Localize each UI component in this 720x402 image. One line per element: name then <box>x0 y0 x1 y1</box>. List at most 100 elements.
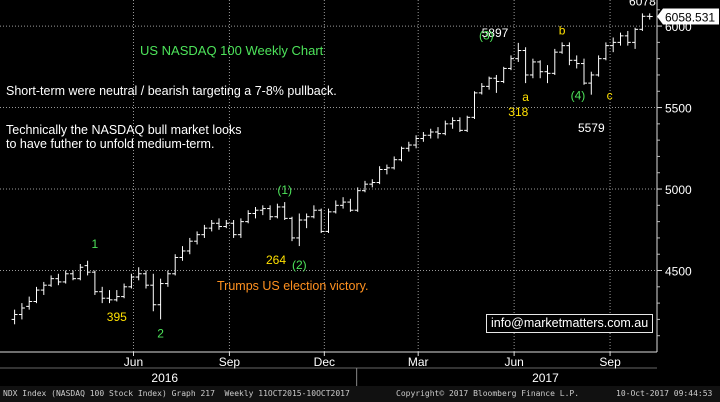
ohlc-bar <box>289 216 295 242</box>
ohlc-bar <box>405 141 412 152</box>
wave-annotation: 5897 <box>482 26 509 40</box>
last-price-label: 6058.531 <box>665 11 715 25</box>
ohlc-bar <box>362 180 368 193</box>
ohlc-bar <box>296 213 303 247</box>
ohlc-bar <box>449 117 456 129</box>
ohlc-bar <box>376 166 383 185</box>
ohlc-bar <box>84 260 91 276</box>
ohlc-bar <box>11 309 18 325</box>
ohlc-bar <box>456 117 463 132</box>
ohlc-bar <box>252 206 259 219</box>
ohlc-bar <box>427 128 434 139</box>
ohlc-bar <box>259 205 266 216</box>
ohlc-bar <box>230 220 237 238</box>
ohlc-bar <box>179 246 186 261</box>
wave-annotation: 395 <box>107 310 127 324</box>
ohlc-bar <box>77 264 84 281</box>
footer-timestamp: 10-Oct-2017 09:44:53 <box>616 389 713 398</box>
ohlc-bar <box>62 270 69 284</box>
ohlc-bar <box>325 208 332 234</box>
ohlc-bar <box>332 200 339 214</box>
ohlc-bar <box>201 224 208 238</box>
ohlc-bar <box>194 231 201 245</box>
ohlc-bar <box>223 220 230 229</box>
ohlc-bar <box>245 210 252 224</box>
ohlc-bar <box>639 13 646 31</box>
wave-annotation: b <box>559 23 566 37</box>
ohlc-bar <box>48 275 55 287</box>
y-tick-label: 5000 <box>665 183 692 197</box>
ohlc-bar <box>471 91 478 119</box>
ohlc-bar <box>646 13 653 20</box>
ohlc-bar <box>398 146 405 162</box>
ohlc-bar <box>40 281 47 295</box>
ohlc-bar <box>99 286 106 304</box>
ohlc-bar <box>113 290 120 302</box>
election-event-label: Trumps US election victory. <box>217 279 369 293</box>
ohlc-bar <box>602 42 609 61</box>
ohlc-bar <box>413 135 420 149</box>
commentary-line-1: Short-term were neutral / bearish target… <box>6 84 337 98</box>
contact-email-box: info@marketmatters.com.au <box>486 314 654 333</box>
ohlc-bar <box>515 42 522 62</box>
ohlc-bar <box>26 296 33 310</box>
ohlc-bar <box>186 237 193 255</box>
ohlc-bar <box>281 202 288 220</box>
ohlc-bar <box>420 132 427 142</box>
wave-annotation: 264 <box>266 253 286 267</box>
ohlc-bar <box>559 42 566 54</box>
ohlc-bar <box>537 60 544 79</box>
ohlc-bar <box>208 220 215 232</box>
ohlc-bar <box>310 205 317 219</box>
wave-annotation: (1) <box>277 183 292 197</box>
x-tick-label: Jun <box>504 355 523 369</box>
ohlc-bar <box>18 303 25 320</box>
ohlc-bar <box>493 74 500 93</box>
ohlc-bar <box>354 187 361 212</box>
ohlc-bar <box>383 164 390 175</box>
ohlc-bar <box>508 55 514 71</box>
ohlc-bar <box>70 270 76 281</box>
ohlc-bar <box>464 115 471 132</box>
ohlc-bar <box>486 76 493 90</box>
ohlc-bar <box>55 273 62 286</box>
ohlc-bar <box>442 120 449 136</box>
status-footer: NDX Index (NASDAQ 100 Stock Index) Graph… <box>0 386 720 402</box>
ohlc-bar <box>347 198 354 212</box>
wave-annotation: (3) <box>479 29 494 43</box>
ohlc-bar <box>581 58 587 85</box>
ohlc-bar <box>566 42 573 66</box>
ohlc-bar <box>91 270 98 295</box>
wave-annotation: 1 <box>92 237 99 251</box>
ohlc-bar <box>500 66 507 84</box>
ohlc-bar <box>106 290 113 304</box>
x-tick-label: Sep <box>219 355 241 369</box>
ohlc-bar <box>624 30 631 46</box>
x-year-label: 2016 <box>151 371 178 385</box>
x-tick-label: Sep <box>599 355 621 369</box>
commentary-line-2: Technically the NASDAQ bull market looks <box>6 123 242 137</box>
wave-annotation: 318 <box>508 105 528 119</box>
ohlc-bar <box>617 32 624 46</box>
wave-annotation: (4) <box>571 89 586 103</box>
y-tick-label: 5500 <box>665 102 692 116</box>
ohlc-bar <box>237 218 244 238</box>
ohlc-bar <box>164 270 171 287</box>
wave-annotation: 5579 <box>578 121 605 135</box>
wave-annotation: 6078 <box>629 0 656 8</box>
x-tick-label: Jun <box>124 355 143 369</box>
ohlc-bar <box>573 55 580 69</box>
ohlc-bar <box>172 254 179 276</box>
ohlc-bar <box>135 267 142 281</box>
ohlc-bar <box>157 278 164 320</box>
ohlc-bar <box>435 127 441 139</box>
ohlc-bar <box>150 273 157 312</box>
wave-annotation: a <box>522 90 529 104</box>
x-year-label: 2017 <box>532 371 559 385</box>
ohlc-bar <box>267 205 274 220</box>
x-tick-label: Dec <box>314 355 335 369</box>
ohlc-bar <box>588 71 595 95</box>
ohlc-bar <box>632 27 639 49</box>
ohlc-bar <box>216 218 222 230</box>
